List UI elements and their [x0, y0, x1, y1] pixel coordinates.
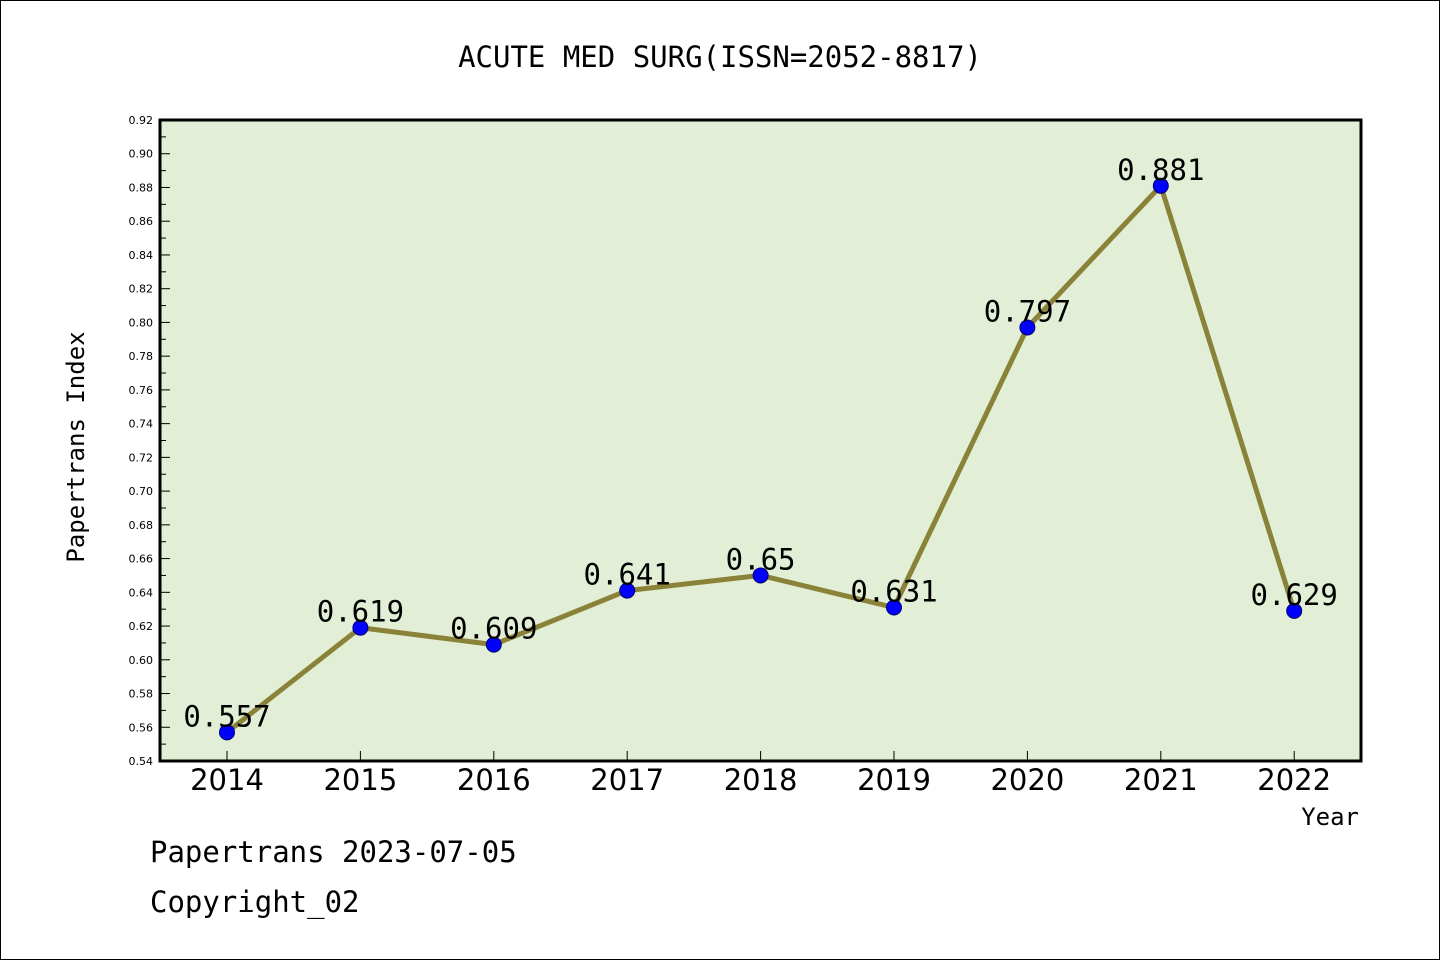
- data-point: [619, 582, 636, 599]
- chart-title: ACUTE MED SURG(ISSN=2052-8817): [458, 40, 982, 74]
- data-label: 0.557: [183, 699, 270, 733]
- y-tick-label: 0.62: [129, 620, 154, 633]
- y-tick-label: 0.76: [129, 384, 154, 397]
- data-label: 0.641: [584, 558, 671, 592]
- y-tick-label: 0.86: [129, 215, 154, 228]
- y-tick-label: 0.88: [129, 181, 154, 194]
- footer-copyright: Copyright_02: [150, 885, 360, 919]
- x-tick-label: 2018: [724, 763, 798, 797]
- data-label: 0.797: [984, 294, 1071, 328]
- data-point: [752, 567, 769, 584]
- data-point: [1152, 177, 1169, 194]
- x-axis: 2014 2015 2016 2017 2018 2019 2020 2021 2022: [190, 751, 1331, 797]
- y-tick-label: 0.84: [129, 249, 154, 262]
- y-tick-label: 0.78: [129, 350, 154, 363]
- data-point: [485, 636, 502, 653]
- data-label: 0.631: [850, 574, 937, 608]
- data-label: 0.881: [1117, 153, 1204, 187]
- x-tick-label: 2016: [457, 763, 531, 797]
- y-tick-label: 0.66: [129, 553, 154, 566]
- data-label: 0.65: [726, 542, 796, 576]
- x-tick-label: 2020: [990, 763, 1064, 797]
- y-tick-label: 0.54: [129, 755, 154, 768]
- data-label: 0.609: [450, 612, 537, 646]
- y-tick-label: 0.70: [129, 485, 154, 498]
- data-labels: 0.557 0.619 0.609 0.641 0.65 0.631 0.797 0.881 0…: [183, 153, 1338, 734]
- data-point: [1286, 602, 1303, 619]
- plot-area: [158, 118, 1363, 763]
- x-tick-label: 2015: [323, 763, 397, 797]
- data-point: [352, 619, 369, 636]
- y-tick-label: 0.64: [129, 586, 154, 599]
- y-tick-label: 0.68: [129, 519, 154, 532]
- y-tick-label: 0.74: [129, 418, 154, 431]
- x-tick-label: 2017: [590, 763, 664, 797]
- data-point: [886, 599, 902, 616]
- data-point: [219, 724, 235, 741]
- y-tick-label: 0.72: [129, 451, 154, 464]
- data-label: 0.629: [1251, 578, 1338, 612]
- x-tick-label: 2022: [1257, 763, 1331, 797]
- x-tick-label: 2021: [1124, 763, 1198, 797]
- data-label: 0.619: [317, 595, 404, 629]
- y-axis: 0.54 0.56 0.58 0.60 0.62 0.64 0.66 0.68 0.70 0.72…: [129, 114, 170, 768]
- y-tick-label: 0.90: [129, 148, 154, 161]
- footer-date: Papertrans 2023-07-05: [150, 835, 517, 869]
- data-point: [1019, 319, 1036, 336]
- x-tick-label: 2019: [857, 763, 931, 797]
- y-tick-label: 0.60: [129, 654, 154, 667]
- y-tick-label: 0.56: [129, 721, 154, 734]
- y-tick-label: 0.58: [129, 688, 154, 701]
- y-tick-label: 0.80: [129, 316, 154, 329]
- series-markers: [219, 177, 1303, 741]
- y-tick-label: 0.92: [129, 114, 154, 127]
- y-axis-label: Papertrans Index: [62, 331, 90, 562]
- x-axis-label: Year: [1301, 803, 1359, 831]
- y-tick-label: 0.82: [129, 283, 154, 296]
- x-tick-label: 2014: [190, 763, 264, 797]
